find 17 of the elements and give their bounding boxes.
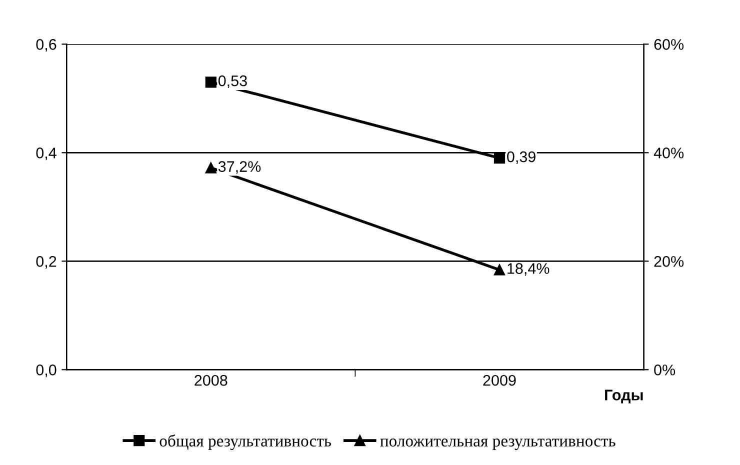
data-label: 37,2% (218, 161, 261, 174)
y-tick-label: 0,6 (36, 39, 56, 52)
data-label: 0,39 (507, 151, 536, 164)
y-tick-label: 0,4 (36, 148, 56, 160)
y2-tick-label: 0% (654, 364, 676, 376)
y-tick-label: 0,2 (36, 256, 56, 269)
x-tick-label: 2009 (483, 374, 516, 386)
y2-tick-label: 40% (654, 148, 684, 158)
data-label: 18,4% (508, 263, 550, 276)
x-axis-title: Годы (605, 390, 643, 404)
y2-tick-label: 60% (654, 39, 684, 50)
y-tick-label: 0,0 (36, 364, 56, 378)
y2-tick-label: 20% (654, 256, 684, 267)
data-label: 0,53 (218, 75, 247, 88)
legend-label: общая результативность (160, 434, 332, 450)
legend-label: положительная результативность (380, 438, 616, 450)
x-tick-label: 2008 (194, 374, 228, 386)
